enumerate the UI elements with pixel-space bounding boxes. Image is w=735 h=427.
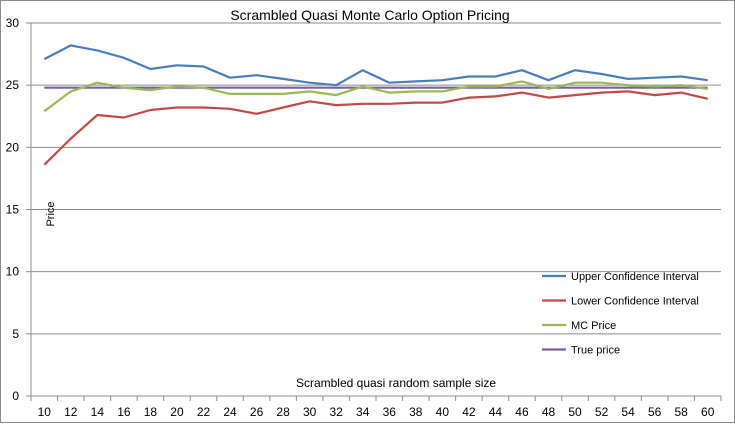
x-tick-label: 12 [64, 405, 78, 419]
x-tick-label: 46 [515, 405, 529, 419]
y-tick-label: 20 [6, 140, 20, 154]
y-tick-label: 0 [12, 389, 19, 403]
x-axis-label: Scrambled quasi random sample size [296, 376, 496, 390]
x-tick-label: 18 [144, 405, 158, 419]
x-tick-label: 36 [383, 405, 397, 419]
x-tick-label: 40 [436, 405, 450, 419]
x-tick-label: 60 [701, 405, 715, 419]
legend-label-mc-price: MC Price [571, 320, 616, 332]
series-line-lower-confidence-interval [43, 90, 708, 166]
y-tick-label: 10 [6, 265, 20, 279]
series-lines [43, 44, 708, 166]
series-line-mc-price [43, 80, 708, 113]
x-tick-label: 20 [170, 405, 184, 419]
x-tick-label: 26 [250, 405, 264, 419]
x-tick-labels: 10 12 14 16 18 20 22 24 26 28 30 32 34 36 38 40 42 44 46 48… [38, 405, 715, 419]
y-tick-labels: 0 5 10 15 20 25 30 [6, 16, 20, 403]
x-tick-label: 34 [356, 405, 370, 419]
x-tick-label: 42 [462, 405, 476, 419]
y-tick-label: 30 [6, 16, 20, 30]
x-tick-label: 38 [409, 405, 423, 419]
legend-label-lower-confidence-interval: Lower Confidence Interval [571, 296, 699, 308]
x-tick-label: 52 [595, 405, 609, 419]
legend-label-upper-confidence-interval: Upper Confidence Interval [571, 271, 699, 283]
x-tick-label: 44 [489, 405, 503, 419]
x-tick-label: 48 [542, 405, 556, 419]
x-tick-label: 56 [648, 405, 662, 419]
x-tick-label: 28 [276, 405, 290, 419]
x-tick-label: 30 [303, 405, 317, 419]
y-tick-label: 25 [6, 78, 20, 92]
y-tick-label: 5 [12, 327, 19, 341]
x-tick-label: 50 [568, 405, 582, 419]
x-tick-label: 10 [38, 405, 52, 419]
series-line-upper-confidence-interval [43, 44, 708, 87]
y-tick-label: 15 [6, 203, 20, 217]
legend: Upper Confidence Interval Lower Confidenc… [542, 271, 699, 357]
chart-title: Scrambled Quasi Monte Carlo Option Prici… [230, 7, 509, 23]
gridlines [31, 22, 721, 335]
axes [26, 22, 722, 401]
x-tick-label: 32 [330, 405, 344, 419]
legend-label-true-price: True price [571, 345, 620, 357]
x-tick-label: 14 [91, 405, 105, 419]
x-tick-label: 54 [621, 405, 635, 419]
x-tick-label: 22 [197, 405, 211, 419]
x-tick-label: 24 [223, 405, 237, 419]
x-tick-label: 58 [675, 405, 689, 419]
x-tick-label: 16 [117, 405, 131, 419]
y-axis-label: Price [45, 201, 57, 226]
